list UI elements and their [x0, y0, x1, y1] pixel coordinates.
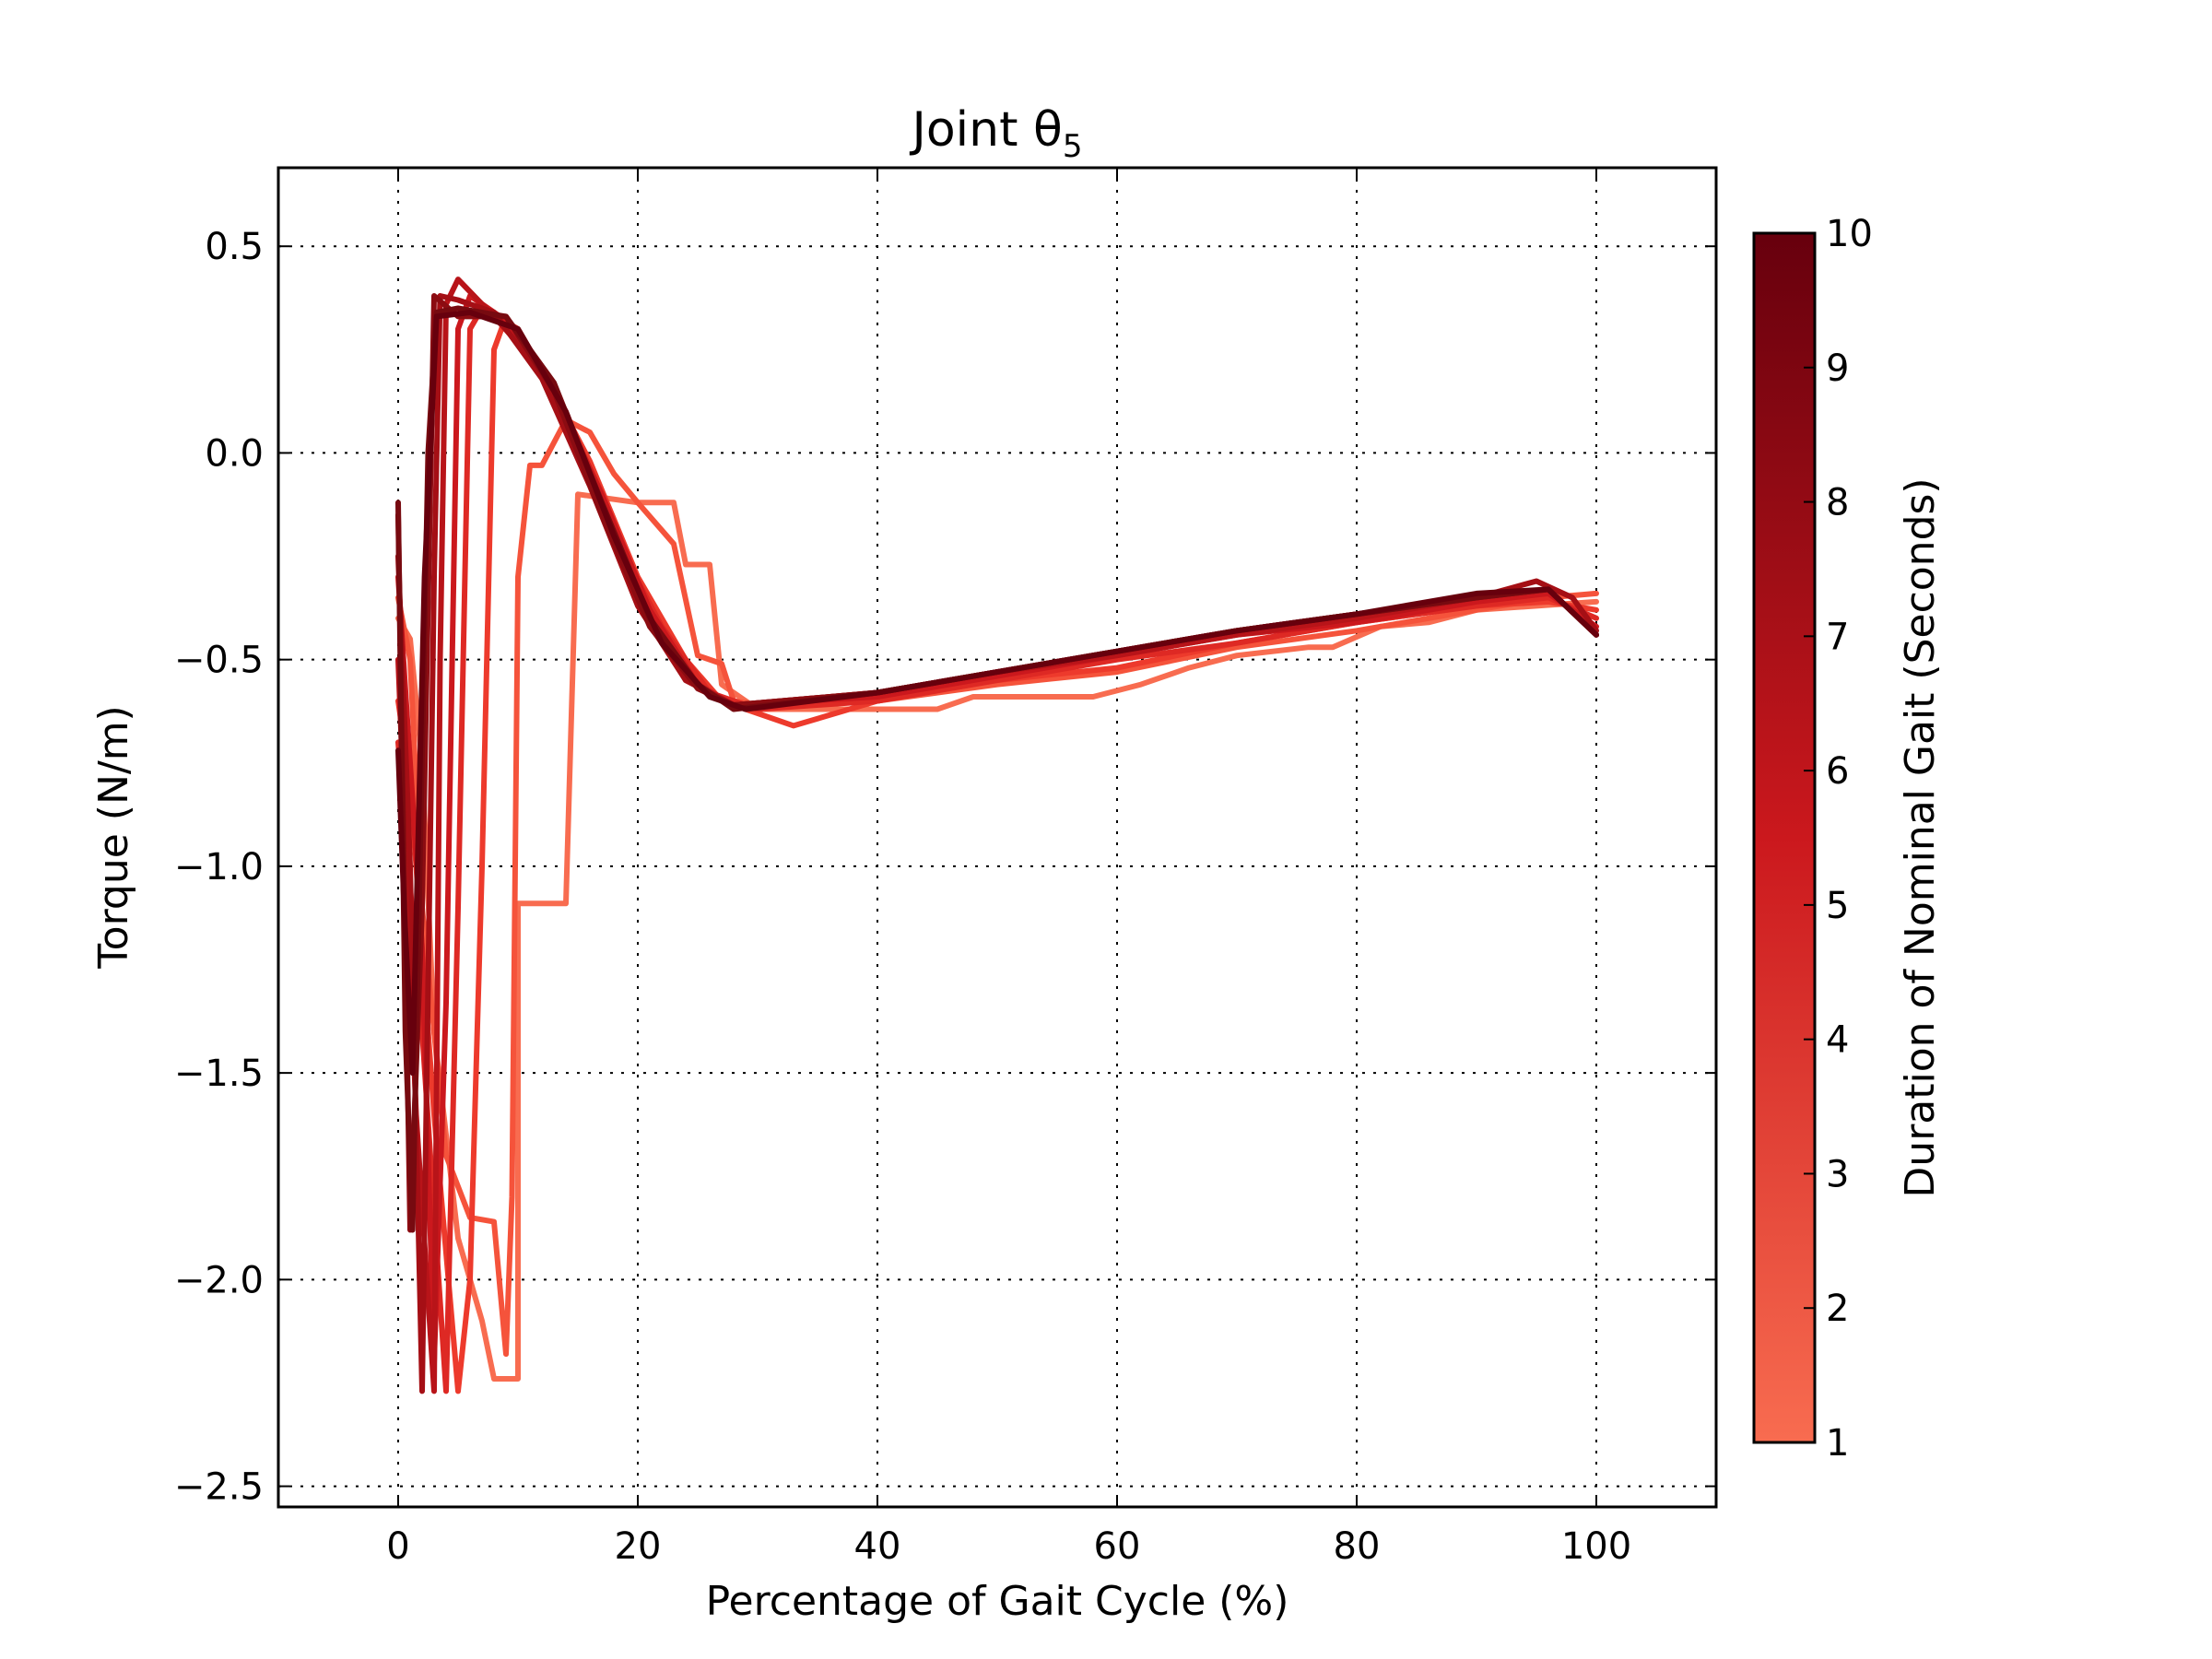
x-tick-label: 80 [1334, 1525, 1381, 1568]
y-tick-label: 0.0 [205, 432, 264, 475]
colorbar-tick-label: 5 [1826, 885, 1849, 927]
colorbar-label: Duration of Nominal Gait (Seconds) [1897, 477, 1944, 1197]
axis-ticks [278, 168, 1716, 1507]
y-tick-label: −2.5 [174, 1466, 264, 1509]
colorbar-tick-label: 2 [1826, 1288, 1849, 1330]
y-tick-label: 0.5 [205, 226, 264, 268]
colorbar-gradient [1752, 231, 1817, 1444]
y-axis-label: Torque (N/m) [90, 705, 137, 969]
colorbar-tick-label: 1 [1826, 1422, 1849, 1465]
colorbar-tick-label: 6 [1826, 750, 1849, 793]
plot-frame [276, 166, 1718, 1509]
series-line-4s [395, 305, 1599, 1394]
x-tick-label: 20 [615, 1525, 662, 1568]
chart-title-subscript: 5 [1063, 128, 1083, 165]
x-axis-label: Percentage of Gait Cycle (%) [706, 1578, 1289, 1625]
series-line-3s [395, 313, 1599, 1394]
x-tick-label: 60 [1094, 1525, 1141, 1568]
colorbar-tick-label: 9 [1826, 347, 1849, 390]
colorbar-ticks: 1 2 3 4 5 6 7 8 9 10 [1804, 213, 1873, 1465]
y-tick-label: −1.0 [174, 846, 264, 888]
x-tick-label: 0 [386, 1525, 409, 1568]
colorbar-tick-label: 10 [1826, 213, 1873, 255]
grid-lines [278, 168, 1716, 1507]
series-group [395, 276, 1599, 1394]
y-tick-label: −0.5 [174, 640, 264, 682]
colorbar-tick-label: 3 [1826, 1153, 1849, 1195]
colorbar-tick-label: 7 [1826, 616, 1849, 658]
colorbar-tick-label: 8 [1826, 482, 1849, 524]
tick-labels: 0 20 40 60 80 100 0.5 0.0 −0.5 −1.0 −1.5 −2.0 −2.5 [174, 226, 1631, 1568]
y-tick-label: −2.0 [174, 1259, 264, 1301]
x-tick-label: 40 [854, 1525, 901, 1568]
chart-title: Joint θ5 [910, 102, 1083, 165]
colorbar-tick-label: 4 [1826, 1019, 1849, 1062]
series-line-10s [395, 310, 1599, 1077]
y-tick-label: −1.5 [174, 1053, 264, 1095]
colorbar: 1 2 3 4 5 6 7 8 9 10 Duration of Nominal Gait (Se… [1752, 213, 1944, 1465]
x-tick-label: 100 [1561, 1525, 1631, 1568]
series-line-2s [395, 417, 1599, 1358]
series-line-1s [395, 491, 1599, 1382]
